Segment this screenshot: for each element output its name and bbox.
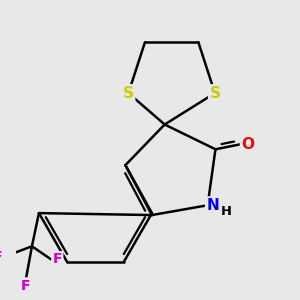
Text: O: O — [241, 136, 254, 152]
Text: N: N — [206, 198, 219, 213]
Text: S: S — [123, 85, 134, 100]
Text: F: F — [21, 279, 31, 293]
Text: F: F — [0, 250, 3, 264]
Text: F: F — [52, 252, 62, 266]
Text: H: H — [220, 205, 232, 218]
Text: S: S — [209, 85, 220, 100]
